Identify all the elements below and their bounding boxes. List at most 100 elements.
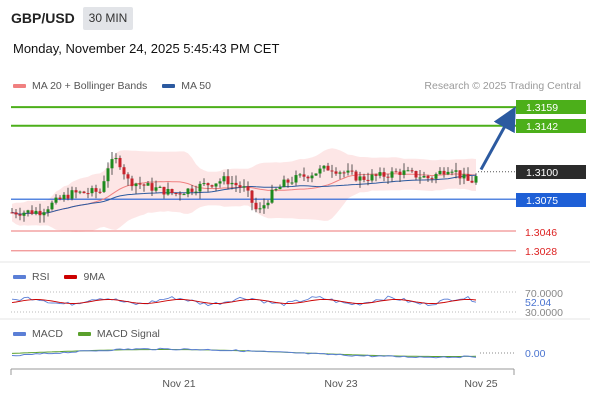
candle-101 <box>414 170 418 181</box>
candle-116 <box>474 173 478 185</box>
forecast-arrow <box>479 106 516 171</box>
candle-75 <box>310 172 314 183</box>
candle-body <box>74 190 78 193</box>
candle-48 <box>202 178 206 186</box>
candle-body <box>102 181 106 192</box>
candle-body <box>206 183 210 186</box>
candle-23 <box>102 175 106 193</box>
candle-body <box>170 189 174 193</box>
candle-69 <box>286 178 290 188</box>
candle-76 <box>314 173 318 176</box>
rsi-legend: RSI 9MA <box>13 271 117 283</box>
candle-109 <box>446 167 450 176</box>
price-label-bg-r1 <box>516 119 586 133</box>
legend-label-macd-signal: MACD Signal <box>96 328 160 340</box>
candle-1 <box>14 209 18 219</box>
candle-4 <box>26 209 30 217</box>
candle-28 <box>122 164 126 180</box>
candle-body <box>418 177 422 179</box>
candle-body <box>190 188 194 192</box>
timeframe-button[interactable]: 30 MIN <box>83 7 133 30</box>
candle-65 <box>270 184 274 204</box>
candle-body <box>330 170 334 172</box>
candle-62 <box>258 202 262 214</box>
candle-body <box>34 210 38 214</box>
candle-body <box>130 178 134 187</box>
candle-body <box>230 182 234 185</box>
candle-3 <box>22 210 26 222</box>
price-label-last: 1.3100 <box>526 167 558 179</box>
legend-swatch-macd-signal <box>77 332 91 337</box>
candle-60 <box>250 190 254 211</box>
candle-body <box>402 170 406 175</box>
candle-93 <box>382 167 386 182</box>
candle-body <box>158 186 162 188</box>
candle-body <box>426 176 430 179</box>
candlesticks <box>10 152 478 223</box>
candle-body <box>298 174 302 176</box>
candle-79 <box>326 162 330 171</box>
x-axis: Nov 21 Nov 23 Nov 25 <box>10 368 515 390</box>
legend-label-rsi: RSI <box>32 271 50 283</box>
candle-body <box>98 191 102 193</box>
candle-11 <box>54 194 58 205</box>
candle-body <box>318 168 322 174</box>
chart-header: GBP/USD 30 MIN Monday, November 24, 2025… <box>0 0 590 70</box>
legend-macd: MACD <box>13 328 63 340</box>
candle-body <box>14 212 18 215</box>
candle-body <box>110 159 114 169</box>
candle-51 <box>214 183 218 192</box>
candle-body <box>18 214 22 216</box>
candle-body <box>94 188 98 192</box>
candle-53 <box>222 172 226 185</box>
candle-83 <box>342 170 346 178</box>
candle-33 <box>142 183 146 192</box>
candle-24 <box>106 162 110 188</box>
candle-99 <box>406 166 410 172</box>
candle-105 <box>430 176 434 183</box>
candle-39 <box>166 182 170 196</box>
x-tick-label-nov21: Nov 21 <box>162 378 195 390</box>
legend-swatch-rsi <box>13 275 26 280</box>
candle-body <box>86 193 90 195</box>
candle-body <box>118 158 122 168</box>
candle-70 <box>290 176 294 185</box>
candle-body <box>90 188 94 194</box>
price-label-bg-pivot <box>516 193 586 207</box>
candle-body <box>254 202 258 210</box>
candle-body <box>198 183 202 192</box>
candle-7 <box>38 203 42 223</box>
candle-body <box>62 194 66 200</box>
candle-body <box>374 174 378 176</box>
candle-16 <box>74 187 78 199</box>
candle-113 <box>462 167 466 185</box>
candle-body <box>434 174 438 179</box>
candle-45 <box>190 185 194 196</box>
candle-body <box>422 176 426 178</box>
candle-66 <box>274 187 278 192</box>
candle-body <box>166 189 170 195</box>
candle-52 <box>218 178 222 188</box>
candle-8 <box>42 208 46 223</box>
candle-body <box>474 176 478 183</box>
candle-43 <box>182 192 186 196</box>
candle-body <box>466 174 470 181</box>
candle-25 <box>110 152 114 175</box>
candle-body <box>382 172 386 177</box>
candle-body <box>358 176 362 181</box>
candle-15 <box>70 186 74 201</box>
candle-102 <box>418 170 422 184</box>
legend-swatch-macd <box>13 332 26 337</box>
candle-body <box>354 171 358 181</box>
candle-107 <box>438 167 442 175</box>
price-label-bg-r2 <box>516 100 586 114</box>
candle-body <box>350 170 354 172</box>
legend-label-ma50: MA 50 <box>181 80 211 92</box>
price-label-s1: 1.3046 <box>525 227 557 239</box>
candle-30 <box>130 175 134 191</box>
candle-57 <box>238 181 242 193</box>
candle-body <box>182 194 186 196</box>
candle-63 <box>262 198 266 214</box>
candle-10 <box>50 200 54 211</box>
